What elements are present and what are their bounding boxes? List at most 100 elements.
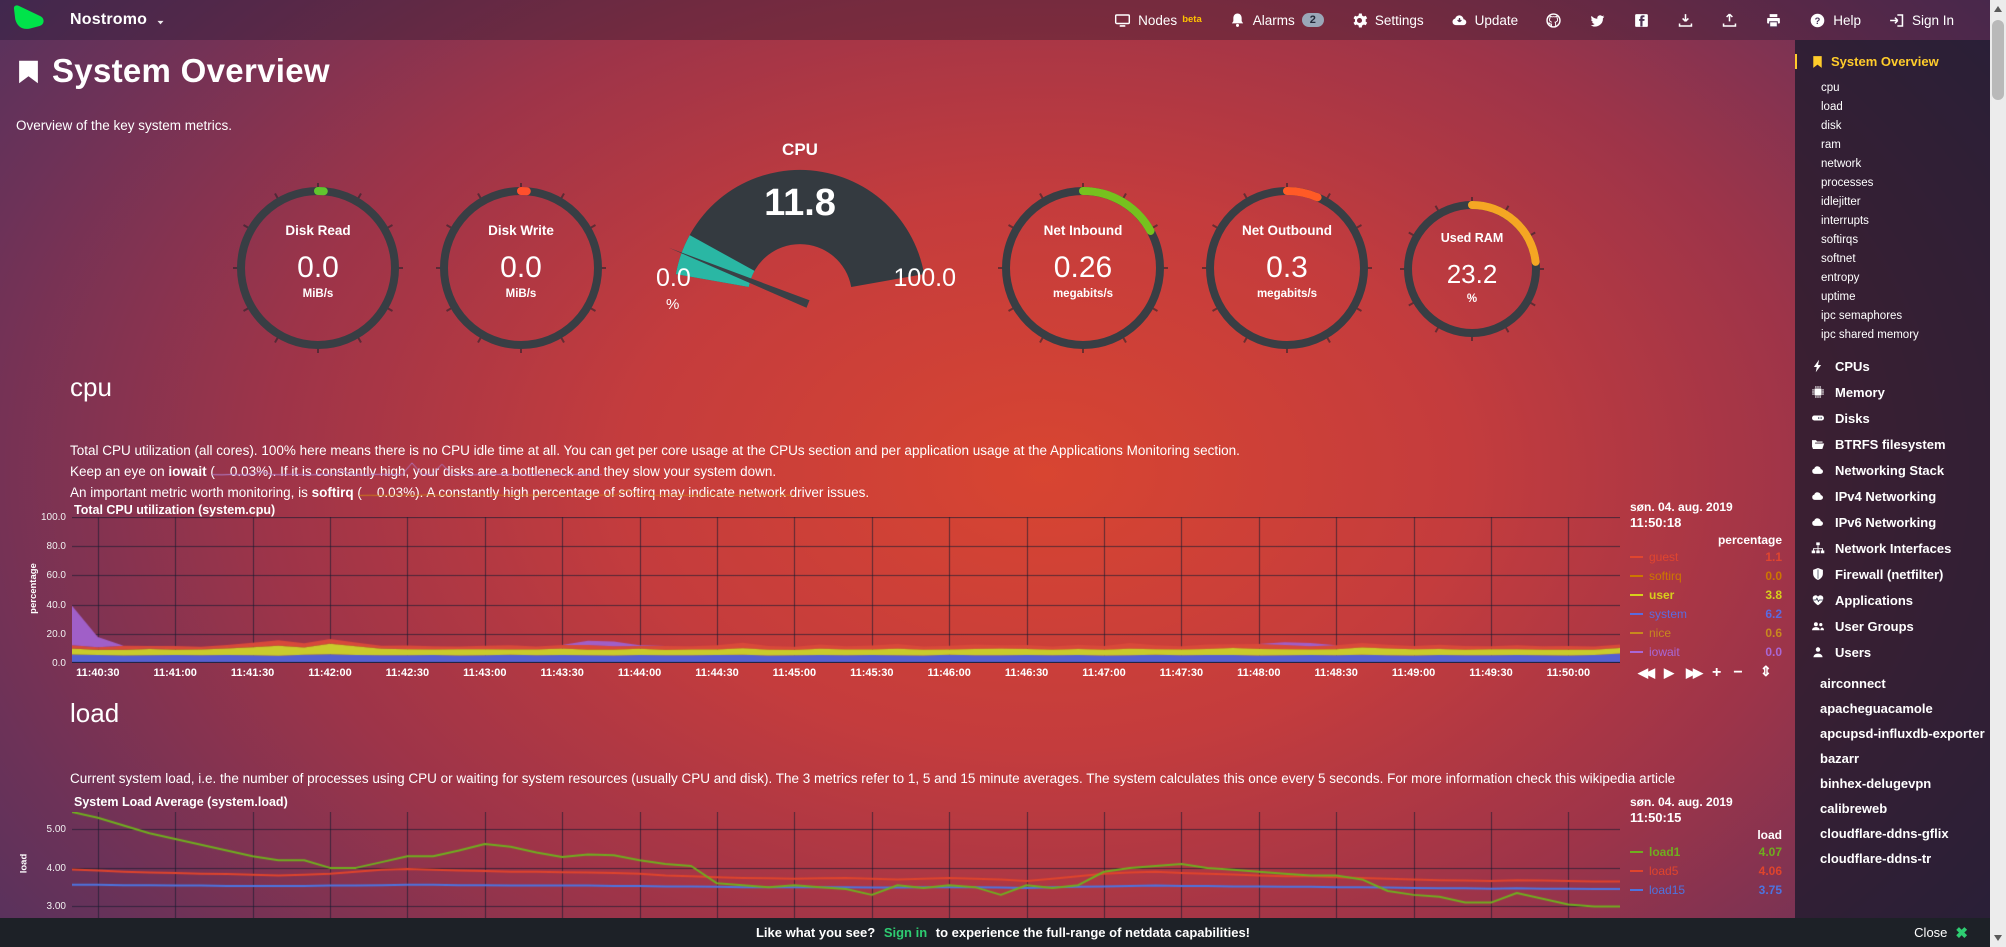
sidebar-section-users[interactable]: Users <box>1795 639 1990 665</box>
sidebar-subitem-interrupts[interactable]: interrupts <box>1821 215 1869 227</box>
nav-item-nodes[interactable]: Nodes beta <box>1114 12 1202 29</box>
legend-row-iowait[interactable]: iowait 0.0 <box>1630 642 1782 661</box>
pan-backward-button[interactable]: ◀◀ <box>1638 665 1655 680</box>
sidebar-subitem-uptime[interactable]: uptime <box>1821 291 1856 303</box>
y-tick-label: 3.00 <box>46 901 66 913</box>
netdata-logo-icon[interactable] <box>12 3 46 37</box>
sidebar-subitem-entropy[interactable]: entropy <box>1821 272 1860 284</box>
gauge-title: Net Inbound <box>1043 223 1123 238</box>
sidebar-subitem-ipc-semaphores[interactable]: ipc semaphores <box>1821 310 1903 322</box>
sidebar-section-firewall-netfilter-[interactable]: Firewall (netfilter) <box>1795 561 1990 587</box>
close-icon[interactable]: ✖ <box>1955 924 1968 942</box>
legend-row-system[interactable]: system 6.2 <box>1630 604 1782 623</box>
nav-item-upload[interactable] <box>1721 12 1738 29</box>
sidebar-section-network-interfaces[interactable]: Network Interfaces <box>1795 535 1990 561</box>
nav-item-print[interactable] <box>1765 12 1782 29</box>
sidebar-app-airconnect[interactable]: airconnect <box>1795 671 1990 696</box>
sidebar-subitem-ram[interactable]: ram <box>1821 139 1841 151</box>
sidebar-app-cloudflare-ddns-gflix[interactable]: cloudflare-ddns-gflix <box>1795 821 1990 846</box>
sidebar-subitem-load[interactable]: load <box>1821 101 1843 113</box>
x-tick-label: 11:40:30 <box>76 667 120 679</box>
play-button[interactable]: ▶ <box>1664 665 1674 680</box>
nav-item-github[interactable] <box>1545 12 1562 29</box>
sidebar-subitem-softnet[interactable]: softnet <box>1821 253 1856 265</box>
th-icon <box>1797 826 1811 840</box>
sidebar-item-system-overview[interactable]: System Overview <box>1795 54 1990 69</box>
sidebar-subitem-network[interactable]: network <box>1821 158 1862 170</box>
cpu-gauge[interactable]: CPU 11.8 0.0 100.0 % <box>640 136 960 328</box>
sidebar-section-memory[interactable]: Memory <box>1795 379 1990 405</box>
nav-item-help[interactable]: ? Help <box>1809 12 1861 29</box>
sidebar-subitem-cpu[interactable]: cpu <box>1821 82 1840 94</box>
legend-row-load15[interactable]: load15 3.75 <box>1630 880 1782 899</box>
gauge-title: Disk Write <box>488 223 554 238</box>
disk-write-gauge[interactable]: Disk Write 0.0 MiB/s <box>436 183 606 353</box>
disk-read-gauge[interactable]: Disk Read 0.0 MiB/s <box>233 183 403 353</box>
legend-row-softirq[interactable]: softirq 0.0 <box>1630 566 1782 585</box>
scroll-up-arrow-icon[interactable] <box>1994 6 2002 12</box>
sidebar-subitem-idlejitter[interactable]: idlejitter <box>1821 196 1861 208</box>
sidebar-section-btrfs-filesystem[interactable]: BTRFS filesystem <box>1795 431 1990 457</box>
softirq-sparkline[interactable] <box>359 482 795 497</box>
legend-row-load1[interactable]: load1 4.07 <box>1630 842 1782 861</box>
nav-item-settings[interactable]: Settings <box>1351 12 1424 29</box>
legend-row-user[interactable]: user 3.8 <box>1630 585 1782 604</box>
sidebar-subitem-processes[interactable]: processes <box>1821 177 1874 189</box>
cpu-desc-line3: An important metric worth monitoring, is… <box>70 482 1240 503</box>
scroll-down-arrow-icon[interactable] <box>1994 935 2002 941</box>
softirq-keyword: softirq <box>311 485 354 500</box>
sidebar-subitem-disk[interactable]: disk <box>1821 120 1842 132</box>
sidebar-subitem-softirqs[interactable]: softirqs <box>1821 234 1859 246</box>
node-selector[interactable]: Nostromo <box>70 11 166 29</box>
iowait-sparkline[interactable] <box>212 461 603 476</box>
sidebar-section-cpus[interactable]: CPUs <box>1795 353 1990 379</box>
load-chart-plot[interactable] <box>72 812 1620 918</box>
nav-item-facebook[interactable] <box>1633 12 1650 29</box>
sidebar-section-label: BTRFS filesystem <box>1835 436 1946 452</box>
zoom-out-button[interactable]: − <box>1733 664 1743 681</box>
legend-row-nice[interactable]: nice 0.6 <box>1630 623 1782 642</box>
sidebar-app-bazarr[interactable]: bazarr <box>1795 746 1990 771</box>
nav-item-alarms[interactable]: Alarms 2 <box>1229 12 1324 29</box>
alarm-count-badge: 2 <box>1301 13 1324 27</box>
cpu-chart-title: Total CPU utilization (system.cpu) <box>74 503 276 517</box>
sidebar-section-ipv6-networking[interactable]: IPv6 Networking <box>1795 509 1990 535</box>
page-scrollbar[interactable] <box>1990 0 2006 947</box>
used-ram-gauge[interactable]: Used RAM 23.2% <box>1400 197 1544 341</box>
sidebar-app-apcupsd-influxdb-exporter[interactable]: apcupsd-influxdb-exporter <box>1795 721 1990 746</box>
sidebar-app-cloudflare-ddns-tr[interactable]: cloudflare-ddns-tr <box>1795 846 1990 871</box>
cpu-chart-plot[interactable] <box>72 517 1620 663</box>
legend-dash-icon <box>1630 631 1643 634</box>
sidebar-section-applications[interactable]: Applications <box>1795 587 1990 613</box>
cpu-gauge-dial <box>668 169 925 308</box>
load-section-heading[interactable]: load <box>70 698 120 728</box>
legend-row-guest[interactable]: guest 1.1 <box>1630 547 1782 566</box>
sidebar-app-apacheguacamole[interactable]: apacheguacamole <box>1795 696 1990 721</box>
chart-resize-handle[interactable]: ⇕ <box>1760 663 1772 679</box>
nav-item-update[interactable]: Update <box>1451 12 1518 29</box>
nav-item-signin[interactable]: Sign In <box>1888 12 1954 29</box>
legend-row-load5[interactable]: load5 4.06 <box>1630 861 1782 880</box>
sidebar-subitem-ipc-shared-memory[interactable]: ipc shared memory <box>1821 329 1919 341</box>
sidebar-app-binhex-delugevpn[interactable]: binhex-delugevpn <box>1795 771 1990 796</box>
sidebar-app-calibreweb[interactable]: calibreweb <box>1795 796 1990 821</box>
net-outbound-gauge[interactable]: Net Outbound 0.3 megabits/s <box>1202 183 1372 353</box>
sign-in-link[interactable]: Sign in <box>883 925 928 940</box>
close-label[interactable]: Close <box>1914 925 1948 940</box>
sidebar-section-networking-stack[interactable]: Networking Stack <box>1795 457 1990 483</box>
scrollbar-thumb[interactable] <box>1992 20 2004 100</box>
legend-series-name: load1 <box>1649 844 1681 859</box>
nav-item-download[interactable] <box>1677 12 1694 29</box>
zoom-in-button[interactable]: + <box>1712 664 1722 681</box>
net-inbound-gauge[interactable]: Net Inbound 0.26 megabits/s <box>998 183 1168 353</box>
legend-series-value: 3.75 <box>1758 882 1782 897</box>
sidebar-section-user-groups[interactable]: User Groups <box>1795 613 1990 639</box>
cpu-section-description: Total CPU utilization (all cores). 100% … <box>70 440 1240 503</box>
gauge-units: megabits/s <box>1256 288 1318 300</box>
nav-item-twitter[interactable] <box>1589 12 1606 29</box>
sidebar-section-ipv4-networking[interactable]: IPv4 Networking <box>1795 483 1990 509</box>
sidebar-section-disks[interactable]: Disks <box>1795 405 1990 431</box>
sidebar-app-label: binhex-delugevpn <box>1820 776 1932 791</box>
cpu-section-heading[interactable]: cpu <box>70 372 112 402</box>
pan-forward-button[interactable]: ▶▶ <box>1686 665 1703 680</box>
